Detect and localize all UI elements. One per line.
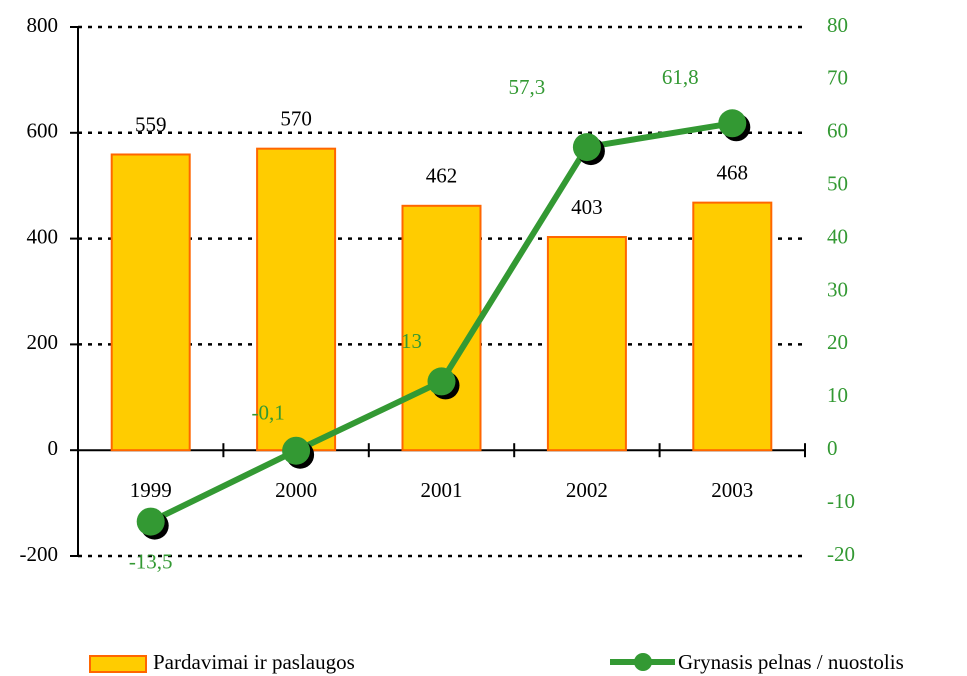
y-tick-label: 0	[48, 436, 59, 460]
bar-value-label: 559	[135, 112, 167, 136]
y-tick-label: 400	[27, 224, 59, 248]
y2-tick-label: 40	[827, 224, 848, 248]
y2-tick-label: 70	[827, 66, 848, 90]
legend-marker	[634, 653, 652, 671]
marker	[572, 133, 601, 162]
marker	[136, 507, 165, 536]
bar	[256, 147, 337, 452]
y2-tick-label: 60	[827, 119, 848, 143]
legend-swatch	[89, 655, 147, 673]
bar	[401, 204, 482, 452]
marker	[427, 367, 456, 396]
line-value-label: 57,3	[509, 75, 546, 99]
legend-label: Grynasis pelnas / nuostolis	[678, 650, 904, 674]
x-tick-label: 2000	[275, 478, 317, 502]
legend-label: Pardavimai ir paslaugos	[153, 650, 355, 674]
x-tick-label: 2002	[566, 478, 608, 502]
bar-value-label: 570	[280, 106, 312, 130]
bar-value-label: 462	[426, 164, 458, 188]
bar	[110, 153, 191, 452]
marker	[718, 109, 747, 138]
y2-tick-label: 10	[827, 383, 848, 407]
line-value-label: 61,8	[662, 65, 699, 89]
marker	[282, 436, 311, 465]
x-tick-label: 2003	[711, 478, 753, 502]
y2-tick-label: 20	[827, 330, 848, 354]
bar-value-label: 403	[571, 195, 603, 219]
line-value-label: 13	[401, 329, 422, 353]
y-tick-label: 200	[27, 330, 59, 354]
bar	[546, 236, 627, 452]
x-tick-label: 2001	[421, 478, 463, 502]
line-value-label: -0,1	[251, 401, 284, 425]
y2-tick-label: 50	[827, 172, 848, 196]
x-tick-label: 1999	[130, 478, 172, 502]
line-value-label: -13,5	[129, 549, 173, 573]
y-tick-label: -200	[20, 542, 59, 566]
y-tick-label: 800	[27, 13, 59, 37]
y-tick-label: 600	[27, 119, 59, 143]
y2-tick-label: 0	[827, 436, 838, 460]
y2-tick-label: -20	[827, 542, 855, 566]
y2-tick-label: 30	[827, 277, 848, 301]
y2-tick-label: 80	[827, 13, 848, 37]
bar	[692, 201, 773, 452]
y2-tick-label: -10	[827, 489, 855, 513]
bar-value-label: 468	[717, 160, 749, 184]
